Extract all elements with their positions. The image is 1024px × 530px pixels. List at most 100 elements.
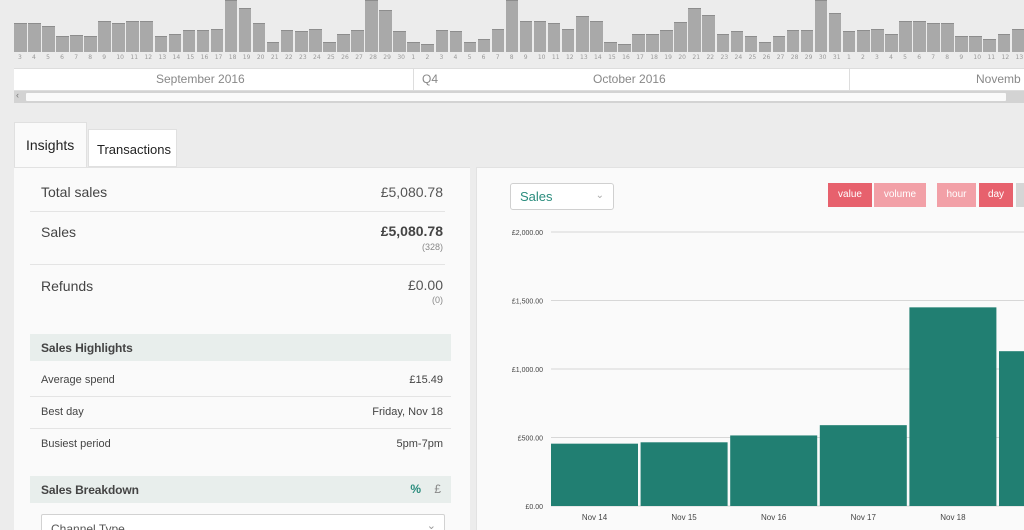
timeline-day-bar[interactable] xyxy=(379,10,392,52)
timeline-bars[interactable] xyxy=(14,0,1024,52)
timeline-day-bar[interactable] xyxy=(70,35,83,52)
timeline-day-bar[interactable] xyxy=(660,30,673,52)
timeline-day-bar[interactable] xyxy=(786,30,800,52)
timeline-day-bar[interactable] xyxy=(871,29,884,52)
timeline-day-bar[interactable] xyxy=(800,30,814,52)
timeline-day-bar[interactable] xyxy=(590,21,603,52)
timeline-day-bar[interactable] xyxy=(126,21,139,52)
chart-bar[interactable] xyxy=(999,351,1024,506)
timeline-day-bar[interactable] xyxy=(604,42,617,52)
timeline-day-bar[interactable] xyxy=(14,23,27,52)
timeline-day-bar[interactable] xyxy=(309,29,322,52)
timeline-day-bar[interactable] xyxy=(295,31,308,52)
timeline-day-bar[interactable] xyxy=(646,34,659,52)
chart-bar[interactable] xyxy=(730,435,818,506)
timeline-day-bar[interactable] xyxy=(393,31,406,52)
timeline-day-bar[interactable] xyxy=(196,30,210,52)
timeline-day-tick: 10 xyxy=(973,54,982,61)
timeline-day-bar[interactable] xyxy=(688,8,701,52)
timeline-navigator[interactable]: 3 4 5 6 7 8 9 10 11 12 13 14 15 16 17 18 19 20 21 22 23 24 25 2… xyxy=(0,0,1024,104)
chevron-down-icon: ⌄ xyxy=(426,520,436,530)
timeline-day-bar[interactable] xyxy=(365,0,378,52)
timeline-day-bar[interactable] xyxy=(674,22,687,52)
hour-button[interactable]: hour xyxy=(937,183,976,207)
pound-toggle[interactable]: £ xyxy=(434,482,441,496)
timeline-day-bar[interactable] xyxy=(533,21,547,52)
timeline-day-bar[interactable] xyxy=(210,29,224,52)
timeline-day-bar[interactable] xyxy=(224,0,238,52)
timeline-day-bar[interactable] xyxy=(168,34,182,52)
timeline-day-bar[interactable] xyxy=(323,42,336,52)
timeline-day-bar[interactable] xyxy=(56,36,69,52)
timeline-day-bar[interactable] xyxy=(899,21,912,52)
timeline-day-bar[interactable] xyxy=(477,39,491,52)
day-button[interactable]: day xyxy=(979,183,1013,207)
chart-bar[interactable] xyxy=(640,442,728,506)
timeline-day-bar[interactable] xyxy=(758,42,772,52)
timeline-day-bar[interactable] xyxy=(463,42,477,52)
timeline-day-bar[interactable] xyxy=(828,13,842,52)
timeline-day-bar[interactable] xyxy=(561,29,575,52)
period-button[interactable] xyxy=(1016,183,1024,207)
timeline-day-bar[interactable] xyxy=(519,21,533,52)
timeline-day-bar[interactable] xyxy=(98,21,111,52)
scroll-left-arrow-icon[interactable]: ‹ xyxy=(16,90,19,100)
tab-transactions[interactable]: Transactions xyxy=(88,129,177,167)
timeline-day-bar[interactable] xyxy=(112,23,125,52)
timeline-day-bar[interactable] xyxy=(969,36,982,52)
metric-select-value: Sales xyxy=(520,189,553,204)
timeline-day-bar[interactable] xyxy=(252,23,266,52)
timeline-day-bar[interactable] xyxy=(84,36,97,52)
timeline-day-bar[interactable] xyxy=(1011,29,1024,52)
timeline-day-bar[interactable] xyxy=(337,34,350,52)
timeline-day-bar[interactable] xyxy=(266,42,280,52)
timeline-day-bar[interactable] xyxy=(618,44,631,52)
timeline-day-bar[interactable] xyxy=(407,42,420,52)
timeline-day-bar[interactable] xyxy=(491,29,505,52)
timeline-day-bar[interactable] xyxy=(28,23,41,52)
timeline-day-bar[interactable] xyxy=(730,31,744,52)
value-button[interactable]: value xyxy=(828,183,872,207)
timeline-day-bar[interactable] xyxy=(280,30,294,52)
timeline-day-bar[interactable] xyxy=(913,21,926,52)
timeline-day-bar[interactable] xyxy=(997,34,1010,52)
timeline-day-tick: 16 xyxy=(622,54,630,61)
chart-bar[interactable] xyxy=(909,307,997,506)
timeline-day-bar[interactable] xyxy=(716,34,729,52)
scrollbar-thumb[interactable] xyxy=(26,93,1006,101)
timeline-day-bar[interactable] xyxy=(154,36,167,52)
tab-insights[interactable]: Insights xyxy=(14,122,87,168)
timeline-day-bar[interactable] xyxy=(885,34,898,52)
timeline-day-bar[interactable] xyxy=(140,21,153,52)
timeline-day-bar[interactable] xyxy=(576,16,589,52)
timeline-day-bar[interactable] xyxy=(941,23,954,52)
timeline-day-bar[interactable] xyxy=(744,36,758,52)
timeline-day-bar[interactable] xyxy=(772,36,786,52)
timeline-day-bar[interactable] xyxy=(505,0,519,52)
timeline-day-bar[interactable] xyxy=(547,23,561,52)
timeline-day-bar[interactable] xyxy=(857,30,870,52)
volume-button[interactable]: volume xyxy=(874,183,926,207)
timeline-day-bar[interactable] xyxy=(42,26,55,52)
timeline-day-bar[interactable] xyxy=(421,44,434,52)
timeline-day-bar[interactable] xyxy=(927,23,940,52)
timeline-day-bar[interactable] xyxy=(351,30,364,52)
timeline-day-tick: 13 xyxy=(1015,54,1024,61)
timeline-day-tick: 8 xyxy=(88,54,93,61)
timeline-day-bar[interactable] xyxy=(435,30,448,52)
timeline-day-bar[interactable] xyxy=(955,36,968,52)
timeline-day-bar[interactable] xyxy=(702,15,715,52)
timeline-day-bar[interactable] xyxy=(449,31,463,52)
chart-bar[interactable] xyxy=(551,443,638,506)
timeline-day-bar[interactable] xyxy=(983,39,996,52)
timeline-day-bar[interactable] xyxy=(814,0,828,52)
timeline-day-bar[interactable] xyxy=(238,8,252,52)
timeline-day-bar[interactable] xyxy=(182,30,196,52)
timeline-day-bar[interactable] xyxy=(632,34,645,52)
timeline-day-bar[interactable] xyxy=(842,31,856,52)
chart-bar[interactable] xyxy=(819,425,907,506)
percent-toggle[interactable]: % xyxy=(410,482,421,496)
channel-type-select[interactable]: Channel Type ⌄ xyxy=(41,514,445,530)
timeline-scrollbar[interactable]: ‹ xyxy=(14,90,1024,103)
metric-select[interactable]: Sales ⌄ xyxy=(510,183,614,210)
